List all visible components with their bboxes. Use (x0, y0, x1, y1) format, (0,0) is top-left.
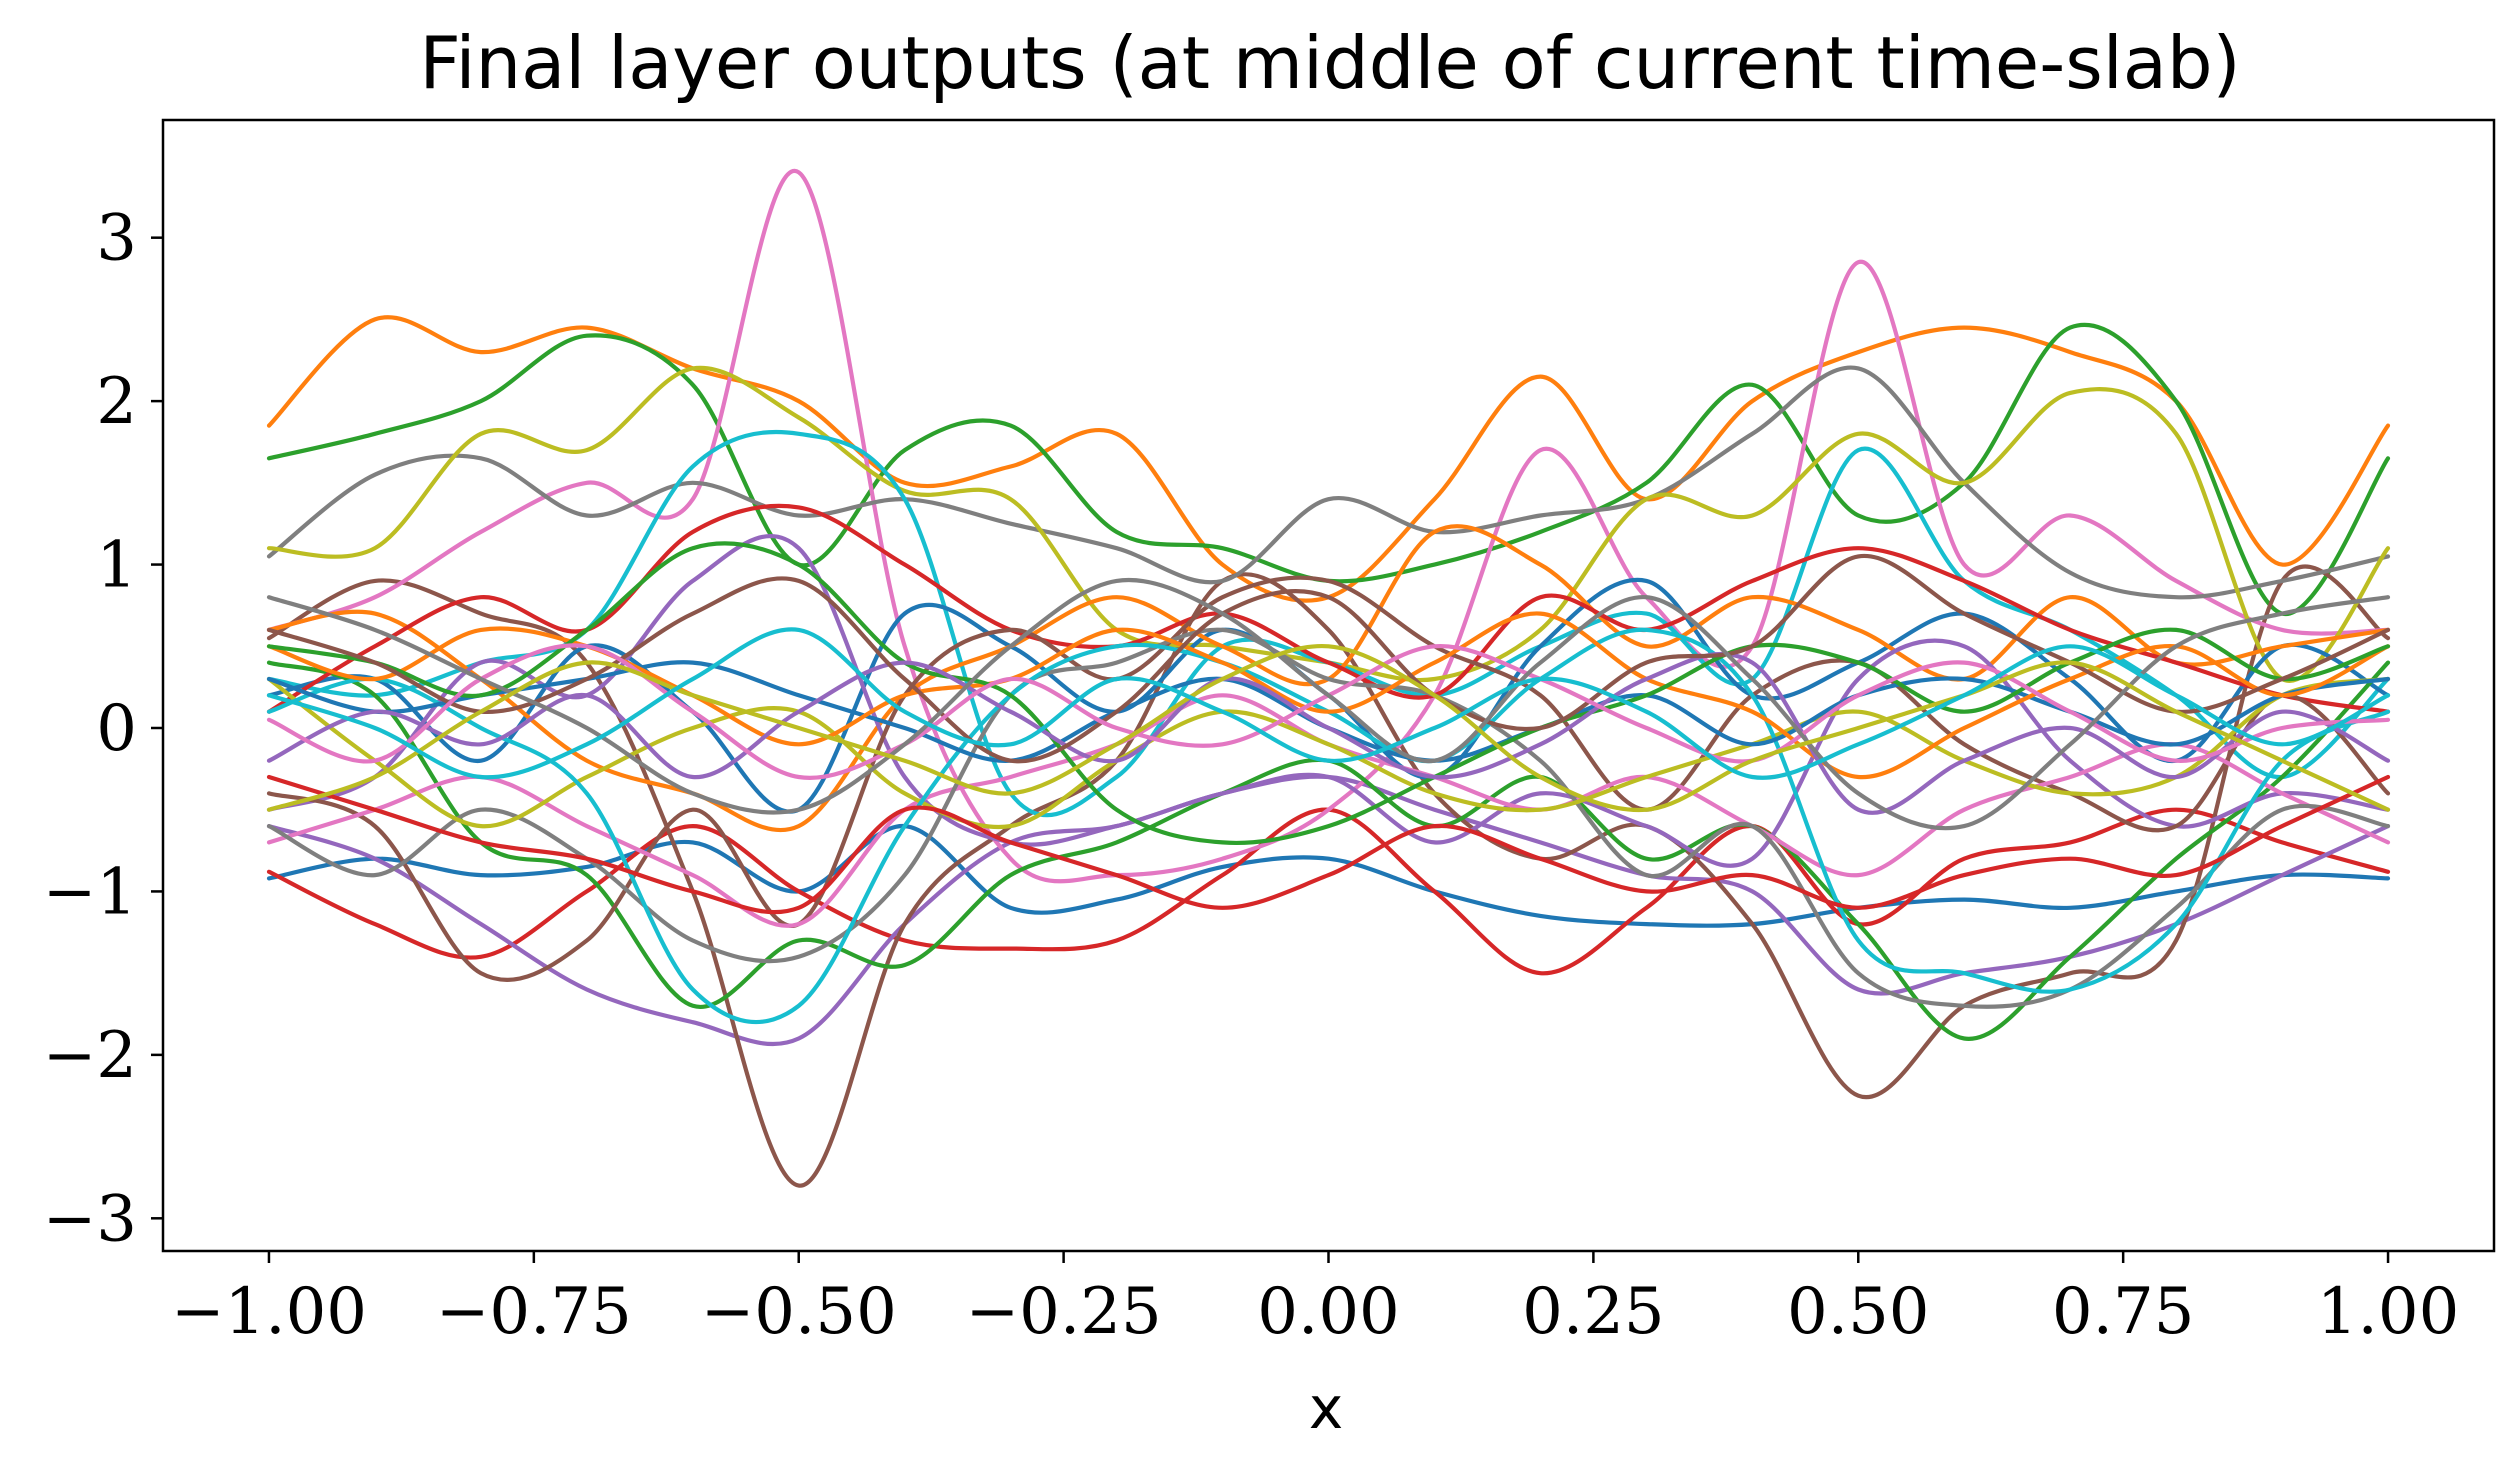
y-tick-label: −1 (43, 855, 137, 929)
series-line-24 (266, 774, 2391, 915)
series-lines (266, 168, 2391, 1188)
series-line-28 (266, 577, 2391, 831)
series-line-15 (266, 534, 2391, 868)
y-tick-label: 1 (96, 529, 137, 603)
series-line-3 (266, 322, 2391, 616)
series-line-7 (266, 168, 2391, 884)
y-axis-ticks: −3 −2 −1 0 1 2 3 (43, 202, 163, 1256)
series-line-10 (266, 429, 2391, 818)
series-line-14 (266, 503, 2391, 714)
x-axis-ticks: −1.00 −0.75 −0.50 −0.25 0.00 0.25 0.50 0.75 1.00 (171, 1251, 2459, 1349)
x-tick-label: 1.00 (2317, 1275, 2460, 1349)
y-tick-label: −3 (43, 1182, 137, 1256)
x-tick-label: 0.00 (1257, 1275, 1400, 1349)
x-tick-label: −0.50 (701, 1275, 897, 1349)
series-line-20 (266, 627, 2391, 1025)
y-tick-label: −2 (43, 1019, 137, 1093)
series-line-29 (266, 643, 2391, 813)
y-tick-label: 2 (96, 365, 137, 439)
x-tick-label: −0.75 (436, 1275, 632, 1349)
series-line-18 (266, 627, 2391, 1009)
x-axis-label: x (1309, 1374, 1343, 1442)
series-line-27 (266, 643, 2391, 780)
series-line-5 (266, 774, 2391, 1047)
x-tick-label: −0.25 (966, 1275, 1162, 1349)
x-tick-label: 0.75 (2052, 1275, 2195, 1349)
series-line-4 (266, 807, 2391, 976)
x-tick-label: 0.50 (1787, 1275, 1930, 1349)
series-line-1 (266, 823, 2391, 928)
chart-title: Final layer outputs (at middle of curren… (419, 21, 2240, 105)
x-tick-label: 0.25 (1522, 1275, 1665, 1349)
series-line-9 (266, 365, 2391, 683)
series-line-26 (266, 553, 2391, 764)
series-line-13 (266, 660, 2391, 1041)
series-line-23 (266, 541, 2391, 845)
series-line-19 (266, 676, 2391, 830)
series-line-6 (266, 564, 2391, 1188)
x-tick-label: −1.00 (171, 1275, 367, 1349)
series-line-2 (266, 315, 2391, 603)
series-line-30 (266, 627, 2391, 780)
y-tick-label: 3 (96, 202, 137, 276)
y-tick-label: 0 (96, 692, 137, 766)
series-line-8 (266, 365, 2391, 600)
